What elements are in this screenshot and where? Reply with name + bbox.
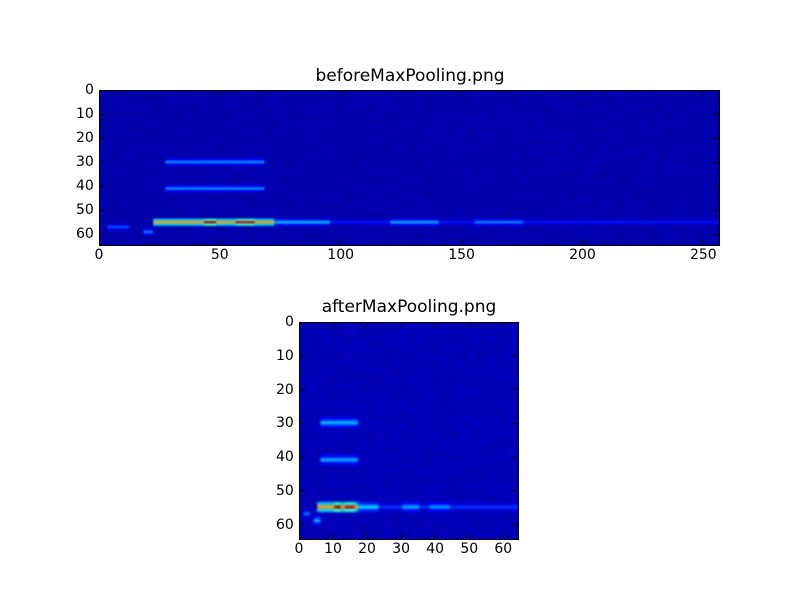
y-tick-mark	[99, 89, 104, 91]
y-tick-label: 30	[76, 154, 94, 171]
x-tick-label: 200	[569, 247, 596, 263]
x-tick-mark	[400, 322, 402, 327]
x-tick-mark	[98, 239, 100, 244]
x-tick-label: 50	[460, 541, 479, 557]
y-tick-mark	[713, 137, 718, 139]
heatmap-axes-before	[99, 90, 720, 246]
y-tick-mark	[512, 389, 517, 390]
x-tick-mark	[434, 533, 436, 538]
y-tick-mark	[512, 456, 517, 458]
x-tick-mark	[468, 322, 470, 327]
x-tick-label: 250	[689, 247, 717, 263]
x-tick-label: 0	[94, 247, 104, 263]
y-tick-mark	[713, 161, 718, 163]
chart-title-after: afterMaxPooling.png	[321, 297, 497, 317]
y-tick-mark	[99, 113, 104, 115]
y-tick-mark	[512, 490, 517, 492]
x-tick-mark	[502, 322, 504, 327]
x-tick-label: 150	[448, 247, 475, 263]
y-tick-mark	[99, 209, 104, 211]
y-tick-mark	[299, 524, 304, 525]
y-tick-label: 60	[76, 226, 94, 243]
x-tick-mark	[298, 533, 300, 538]
x-tick-mark	[582, 90, 584, 95]
x-tick-mark	[468, 533, 470, 538]
y-tick-label: 0	[85, 82, 94, 98]
x-tick-mark	[461, 90, 463, 95]
y-tick-mark	[713, 113, 718, 115]
x-tick-mark	[582, 239, 584, 244]
x-tick-label: 0	[294, 541, 304, 557]
y-tick-label: 10	[276, 347, 294, 364]
y-tick-label: 50	[76, 202, 94, 219]
y-tick-mark	[713, 233, 718, 235]
x-tick-mark	[219, 239, 221, 244]
x-tick-label: 30	[392, 541, 411, 557]
y-tick-mark	[512, 355, 517, 357]
y-tick-mark	[713, 89, 718, 91]
y-tick-label: 10	[76, 106, 94, 123]
y-tick-label: 0	[285, 314, 294, 330]
x-tick-mark	[702, 239, 704, 244]
y-tick-mark	[299, 355, 304, 357]
y-tick-mark	[99, 161, 104, 163]
x-tick-mark	[340, 239, 342, 244]
x-tick-mark	[219, 90, 221, 95]
y-tick-mark	[713, 185, 718, 187]
x-tick-mark	[98, 90, 100, 95]
y-tick-mark	[512, 422, 517, 424]
heatmap-axes-after	[299, 322, 519, 540]
y-tick-mark	[299, 389, 304, 390]
x-tick-mark	[434, 322, 436, 327]
x-tick-label: 40	[426, 541, 445, 557]
x-tick-label: 10	[324, 541, 342, 557]
y-tick-label: 40	[76, 178, 94, 195]
y-tick-mark	[299, 321, 304, 323]
y-tick-mark	[299, 422, 304, 424]
x-tick-mark	[298, 322, 300, 327]
y-tick-label: 60	[276, 516, 294, 533]
y-tick-mark	[299, 456, 304, 458]
x-tick-mark	[702, 90, 704, 95]
x-tick-mark	[461, 239, 463, 244]
y-tick-label: 30	[276, 415, 294, 432]
x-tick-mark	[366, 322, 368, 327]
heatmap-image	[100, 91, 719, 245]
y-tick-label: 20	[276, 381, 294, 398]
x-tick-label: 50	[210, 247, 229, 263]
y-tick-mark	[99, 233, 104, 235]
x-tick-mark	[332, 533, 334, 538]
y-tick-mark	[512, 524, 517, 525]
x-tick-label: 60	[494, 541, 513, 557]
x-tick-mark	[340, 90, 342, 95]
x-tick-label: 100	[327, 247, 355, 263]
x-tick-mark	[332, 322, 334, 327]
y-tick-mark	[299, 490, 304, 492]
y-tick-mark	[99, 185, 104, 187]
y-tick-mark	[99, 137, 104, 139]
y-tick-mark	[512, 321, 517, 323]
x-tick-mark	[502, 533, 504, 538]
x-tick-mark	[400, 533, 402, 538]
x-tick-label: 20	[358, 541, 376, 557]
y-tick-mark	[713, 209, 718, 211]
heatmap-image	[300, 323, 518, 539]
y-tick-label: 40	[276, 449, 294, 465]
y-tick-label: 20	[76, 130, 94, 147]
x-tick-mark	[366, 533, 368, 538]
y-tick-label: 50	[276, 482, 294, 499]
chart-title-before: beforeMaxPooling.png	[315, 66, 505, 86]
